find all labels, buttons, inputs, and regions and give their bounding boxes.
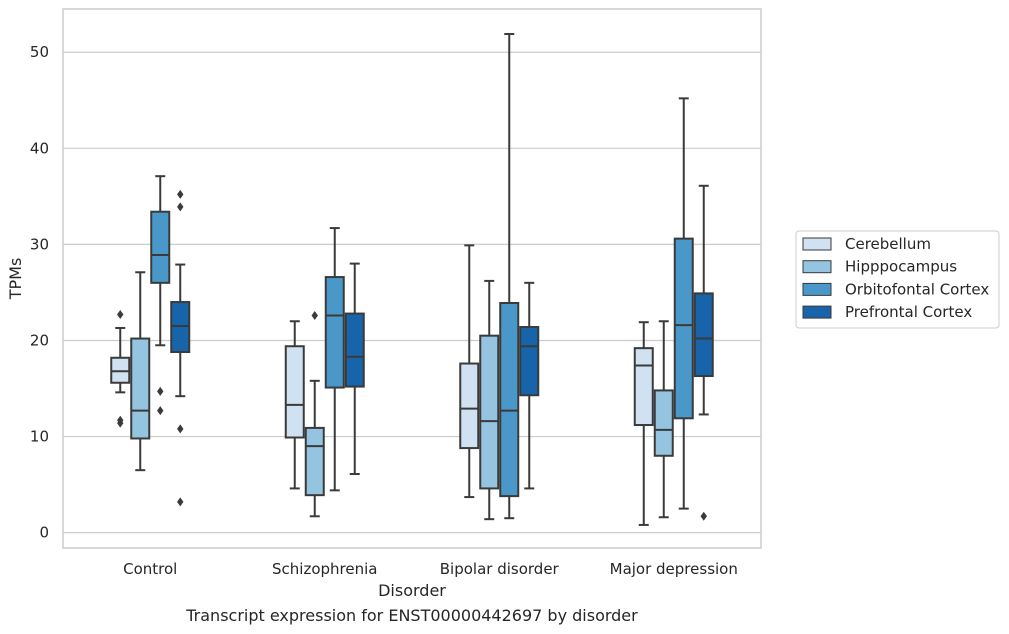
box-group xyxy=(499,32,520,520)
outlier-point xyxy=(157,406,164,416)
box xyxy=(324,276,345,389)
legend-swatch xyxy=(802,305,832,319)
outlier-point xyxy=(177,202,184,212)
outlier-point xyxy=(177,424,184,434)
box-group xyxy=(633,321,654,526)
x-tick-label: Major depression xyxy=(610,560,738,578)
x-tick-label: Control xyxy=(123,560,177,578)
box xyxy=(653,389,674,457)
box xyxy=(130,337,151,440)
y-tick-label: 40 xyxy=(30,139,49,157)
grid-lines xyxy=(63,51,761,534)
box-group xyxy=(673,97,694,510)
box xyxy=(459,362,480,450)
legend-label: Prefrontal Cortex xyxy=(845,303,972,321)
plot-frame xyxy=(62,8,762,549)
box xyxy=(284,345,305,439)
box-group xyxy=(150,175,171,416)
y-tick-label: 10 xyxy=(30,428,49,446)
legend-label: Cerebellum xyxy=(845,235,931,253)
x-tick-label: Bipolar disorder xyxy=(440,560,560,578)
legend-frame xyxy=(795,230,1000,329)
x-tick-label: Schizophrenia xyxy=(272,560,377,578)
y-tick-labels: 0 10 20 30 40 50 xyxy=(30,43,49,541)
outlier-point xyxy=(117,310,124,320)
legend-swatch xyxy=(802,282,832,296)
outlier-point xyxy=(157,386,164,396)
figure-caption: Transcript expression for ENST0000044269… xyxy=(186,606,638,625)
outlier-point xyxy=(117,418,124,428)
box-group xyxy=(110,310,131,428)
box xyxy=(519,326,540,397)
box-group xyxy=(324,227,345,492)
box-group xyxy=(284,320,305,490)
y-tick-label: 30 xyxy=(30,235,49,253)
y-axis-title: TPMs xyxy=(6,258,25,301)
outlier-point xyxy=(311,310,318,320)
legend-label: Hipppocampus xyxy=(845,258,957,276)
box-group xyxy=(344,262,365,476)
box xyxy=(479,334,500,490)
x-tick-labels: Control Schizophrenia Bipolar disorder Majo… xyxy=(123,560,738,578)
legend-swatch xyxy=(802,237,832,251)
box-group xyxy=(693,184,714,521)
y-tick-label: 20 xyxy=(30,331,49,349)
box xyxy=(304,426,325,497)
legend: Cerebellum Hipppocampus Orbitofontal Corte… xyxy=(795,230,1000,329)
box xyxy=(633,347,654,427)
y-tick-label: 50 xyxy=(30,43,49,61)
box-group xyxy=(304,310,325,518)
box xyxy=(673,237,694,420)
box-group xyxy=(170,189,191,507)
plot-boxes xyxy=(110,32,714,526)
box xyxy=(150,210,171,284)
box-group xyxy=(130,271,151,472)
box xyxy=(693,292,714,378)
legend-label: Orbitofontal Cortex xyxy=(845,280,989,298)
box xyxy=(499,302,520,498)
x-axis-title: Disorder xyxy=(378,581,446,600)
box-group xyxy=(519,281,540,490)
box-group xyxy=(459,244,480,499)
outlier-point xyxy=(177,497,184,507)
outlier-point xyxy=(700,511,707,521)
box-group xyxy=(653,320,674,519)
box-group xyxy=(479,279,500,521)
y-tick-label: 0 xyxy=(39,524,49,542)
box xyxy=(344,312,365,388)
legend-swatch xyxy=(802,260,832,274)
outlier-point xyxy=(177,189,184,199)
